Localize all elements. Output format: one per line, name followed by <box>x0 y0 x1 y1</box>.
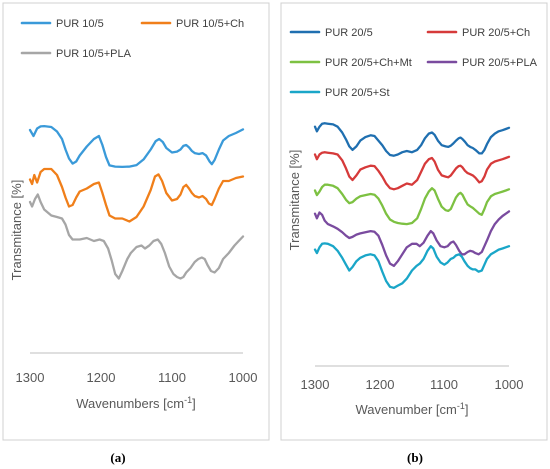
panel-a-legend-item-pur-10-5: PUR 10/5 <box>20 18 104 30</box>
panel-a-x-tick-label: 1100 <box>158 370 186 385</box>
panel-a-legend-label: PUR 10/5+PLA <box>56 48 132 60</box>
panel-b-series-line-pur-20-5-ch-mt <box>313 183 511 226</box>
panel-b-legend: PUR 20/5 PUR 20/5+Ch PUR 20/5+Ch+Mt PUR 20/… <box>289 27 538 99</box>
panel-a-legend: PUR 10/5 PUR 10/5+Ch PUR 10/5+PLA <box>20 18 244 60</box>
panel-a-x-tick-label: 1300 <box>16 370 45 385</box>
panel-a-x-tick-label: 1200 <box>87 370 116 385</box>
panel-a-x-tick-labels: 1300 1200 1100 1000 <box>16 370 258 385</box>
panel-b-legend-label: PUR 20/5+Ch <box>462 27 530 39</box>
panel-a-plot-area <box>28 124 245 280</box>
panel-b-series-line-pur-20-5 <box>313 122 511 157</box>
panel-b-legend-label: PUR 20/5+Ch+Mt <box>325 57 412 69</box>
panel-b-x-axis-title-main: Wavenumber [cm <box>355 402 456 417</box>
panel-a-series-line-pur-10-5-ch <box>28 167 245 223</box>
caption-a: (a) <box>110 450 125 465</box>
panel-b-plot-area <box>313 122 511 290</box>
panel-b-x-tick-label: 1200 <box>366 377 395 392</box>
panel-a-x-axis-title-main: Wavenumbers [cm <box>76 396 184 411</box>
panel-b-legend-label: PUR 20/5 <box>325 27 373 39</box>
panel-b-legend-label: PUR 20/5+St <box>325 87 390 99</box>
panel-a-y-axis-title: Transmitance [%] <box>9 180 24 281</box>
panel-b-x-tick-label: 1300 <box>301 377 330 392</box>
panel-a-legend-label: PUR 10/5+Ch <box>176 18 244 30</box>
panel-b-x-axis-title-sup: -1 <box>457 401 465 411</box>
panel-b-legend-item-pur-20-5-ch: PUR 20/5+Ch <box>426 27 530 39</box>
panel-b-legend-label: PUR 20/5+PLA <box>462 57 538 69</box>
panel-b-series-line-pur-20-5-pla <box>313 210 511 268</box>
panel-a: PUR 10/5 PUR 10/5+Ch PUR 10/5+PLA 1300 1200… <box>2 2 270 441</box>
panel-a-x-tick-label: 1000 <box>229 370 258 385</box>
panel-b-legend-item-pur-20-5: PUR 20/5 <box>289 27 373 39</box>
panel-b-x-tick-label: 1100 <box>430 377 458 392</box>
caption-b: (b) <box>407 450 423 465</box>
panel-a-x-axis-title: Wavenumbers [cm-1] <box>76 395 196 411</box>
panel-a-series-line-pur-10-5-pla <box>28 193 245 280</box>
panel-b-series-line-pur-20-5-st <box>313 242 511 290</box>
panel-b-x-tick-label: 1000 <box>495 377 524 392</box>
panel-b-x-tick-labels: 1300 1200 1100 1000 <box>301 377 524 392</box>
panel-b-legend-item-pur-20-5-pla: PUR 20/5+PLA <box>426 57 538 69</box>
panel-b-y-axis-title: Transmitance [%] <box>287 150 302 251</box>
panel-b-x-axis-title: Wavenumber [cm-1] <box>355 401 468 417</box>
panel-b-legend-item-pur-20-5-ch-mt: PUR 20/5+Ch+Mt <box>289 57 412 69</box>
panel-b-legend-item-pur-20-5-st: PUR 20/5+St <box>289 87 390 99</box>
panel-b-x-axis-title-end: ] <box>465 402 469 417</box>
panel-a-x-axis-title-sup: -1 <box>184 395 192 405</box>
panel-a-series-line-pur-10-5 <box>28 124 245 169</box>
panel-b: PUR 20/5 PUR 20/5+Ch PUR 20/5+Ch+Mt PUR 20/… <box>280 2 548 441</box>
panel-a-x-axis-title-end: ] <box>192 396 196 411</box>
panel-a-legend-item-pur-10-5-ch: PUR 10/5+Ch <box>140 18 244 30</box>
panel-a-legend-item-pur-10-5-pla: PUR 10/5+PLA <box>20 48 132 60</box>
panel-b-series-line-pur-20-5-ch <box>313 151 511 191</box>
panel-a-frame <box>2 2 270 441</box>
panel-a-legend-label: PUR 10/5 <box>56 18 104 30</box>
